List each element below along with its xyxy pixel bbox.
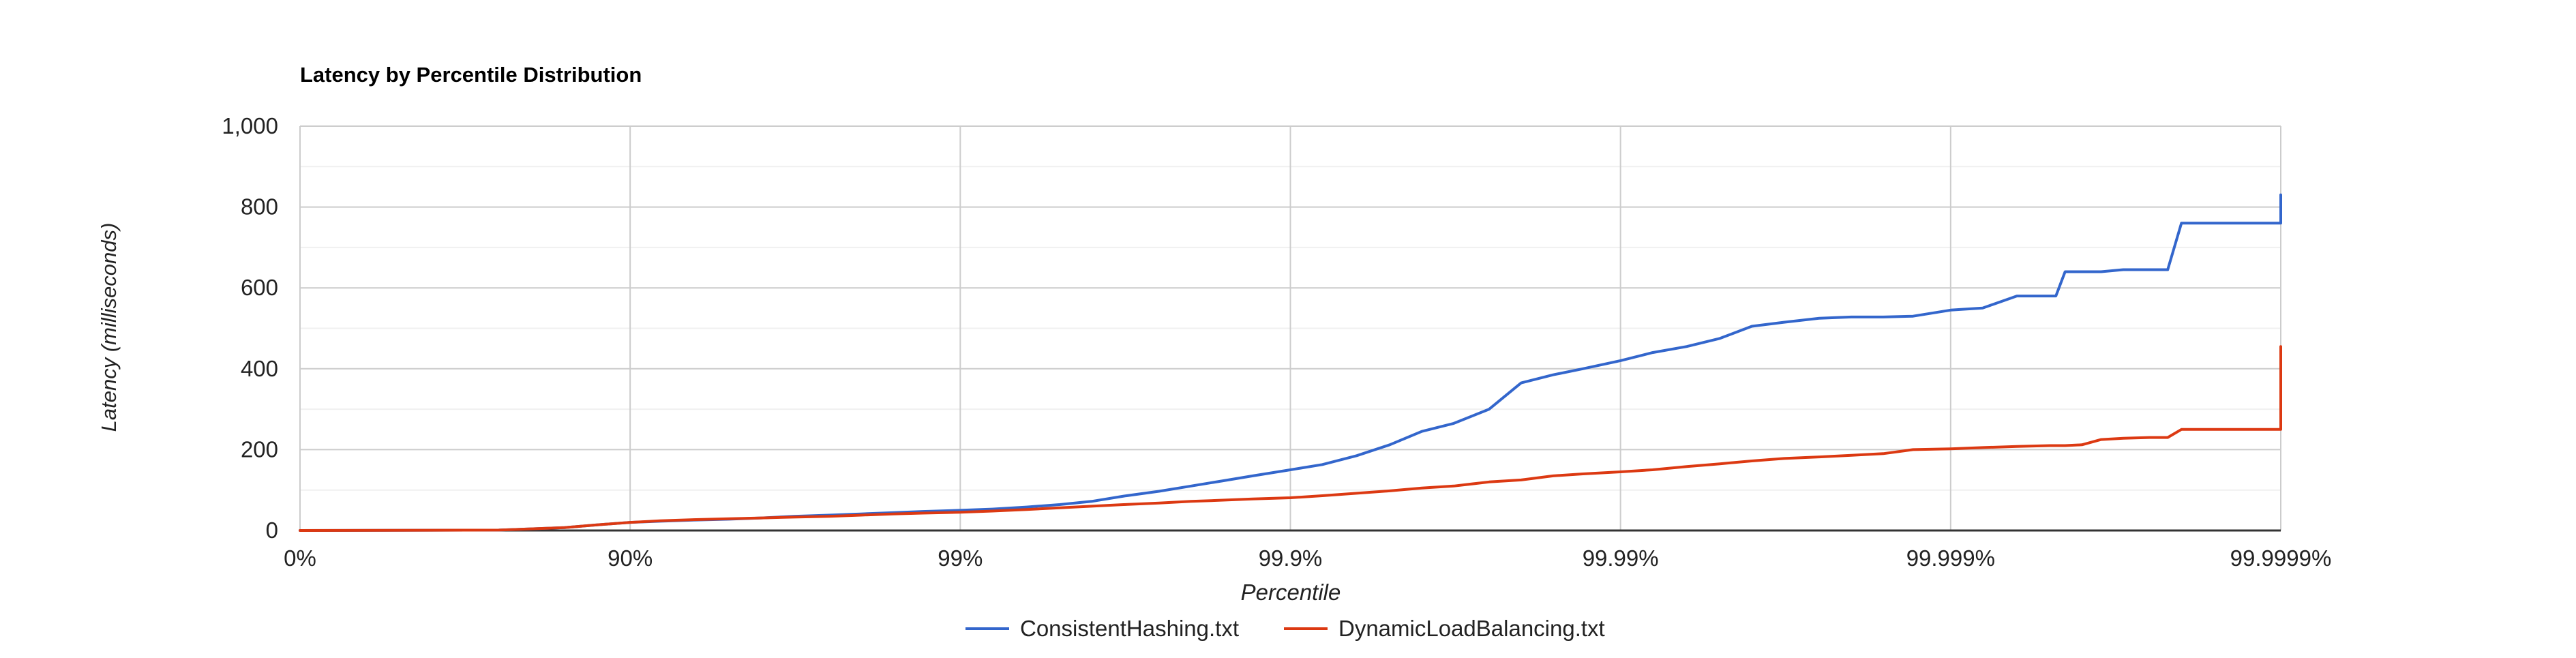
y-tick-label: 0 (266, 518, 278, 543)
x-axis-label: Percentile (1241, 580, 1341, 605)
legend-label: ConsistentHashing.txt (1020, 616, 1239, 641)
x-tick-label: 99.99% (1583, 545, 1659, 571)
x-tick-label: 90% (608, 545, 653, 571)
chart-title: Latency by Percentile Distribution (300, 63, 642, 87)
legend-item: ConsistentHashing.txt (965, 616, 1239, 641)
legend-item: DynamicLoadBalancing.txt (1284, 616, 1605, 641)
y-axis-label: Latency (milliseconds) (97, 223, 121, 432)
grid-layer (299, 125, 2281, 532)
x-tick-label: 99.999% (1906, 545, 1995, 571)
x-tick-label: 99.9% (1259, 545, 1323, 571)
y-tick-label: 600 (241, 275, 278, 300)
y-tick-label: 1,000 (222, 113, 278, 138)
tick-layer: 0 200 400 600 800 1,000 0% 90% 99% 99.9% 99.99% 99.… (222, 113, 2331, 571)
legend: ConsistentHashing.txt DynamicLoadBalancin… (965, 616, 1605, 641)
x-tick-label: 99.9999% (2230, 545, 2332, 571)
y-tick-label: 800 (241, 194, 278, 220)
legend-label: DynamicLoadBalancing.txt (1338, 616, 1605, 641)
y-tick-label: 200 (241, 436, 278, 462)
series-line-1 (299, 345, 2282, 532)
y-tick-label: 400 (241, 356, 278, 381)
x-tick-label: 0% (284, 545, 316, 571)
x-tick-label: 99% (938, 545, 983, 571)
series-layer (299, 193, 2282, 532)
